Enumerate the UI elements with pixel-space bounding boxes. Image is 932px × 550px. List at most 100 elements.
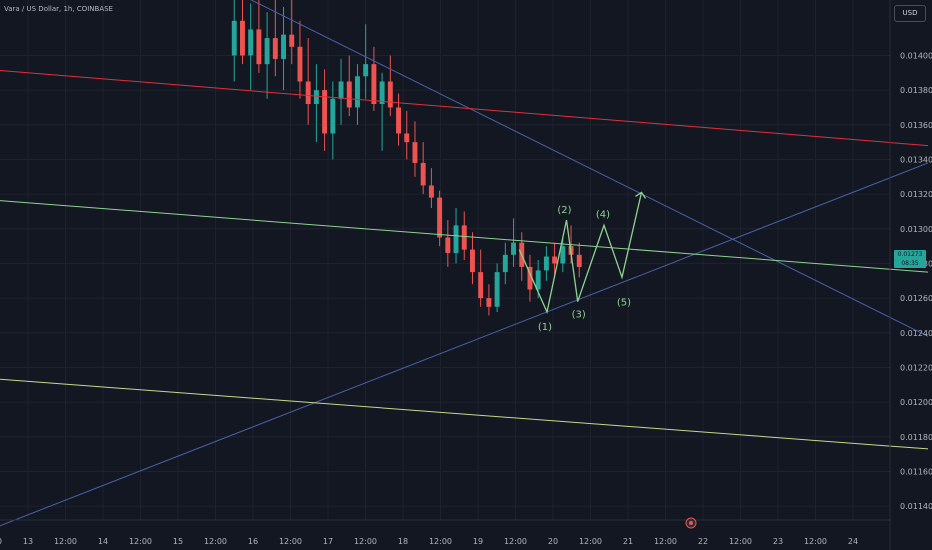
candle xyxy=(297,20,303,99)
currency-button[interactable]: USD xyxy=(894,5,926,22)
upper-blue-downtrend[interactable] xyxy=(0,0,929,337)
candle xyxy=(552,242,558,278)
price-tick-label: 0.01180 xyxy=(900,433,932,442)
candle xyxy=(428,168,434,208)
price-tick-label: 0.01360 xyxy=(900,121,932,130)
time-axis[interactable]: 12:00 13 12:00 14 12:00 15 12:00 16 12:00 17 12:00… xyxy=(0,519,890,546)
wave-label: (1) xyxy=(538,322,552,333)
candle xyxy=(387,55,393,117)
candles xyxy=(231,0,582,316)
candle xyxy=(494,263,500,312)
time-tick-label: 12:00 xyxy=(354,537,377,546)
candle xyxy=(363,24,369,99)
candle xyxy=(560,237,566,273)
price-tick-label: 0.01400 xyxy=(900,51,932,60)
yellow-green-support[interactable] xyxy=(0,378,929,450)
wave-label: (2) xyxy=(557,205,571,216)
red-resistance[interactable] xyxy=(0,70,929,147)
time-tick-label: 12:00 xyxy=(279,537,302,546)
candle xyxy=(478,249,484,307)
last-price-value: 0.01273 xyxy=(897,251,923,258)
price-tick-label: 0.01260 xyxy=(900,294,932,303)
candle xyxy=(338,58,344,125)
candle xyxy=(470,232,475,285)
time-tick-label: 24 xyxy=(848,537,858,546)
event-icon[interactable] xyxy=(685,517,697,529)
candle xyxy=(412,121,418,177)
candle xyxy=(248,3,254,91)
time-tick-label: 20 xyxy=(548,537,558,546)
time-tick-label: 17 xyxy=(323,537,333,546)
time-tick-label: 12:00 xyxy=(579,537,602,546)
time-tick-label: 23 xyxy=(773,537,783,546)
price-tick-label: 0.01140 xyxy=(900,502,932,511)
time-tick-label: 21 xyxy=(623,537,633,546)
price-tick-label: 0.01380 xyxy=(900,86,932,95)
time-tick-label: 12:00 xyxy=(0,537,2,546)
green-line[interactable] xyxy=(0,200,929,273)
time-tick-label: 15 xyxy=(173,537,183,546)
time-tick-label: 12:00 xyxy=(129,537,152,546)
time-tick-label: 12:00 xyxy=(804,537,827,546)
candle xyxy=(420,142,426,195)
time-tick-label: 12:00 xyxy=(729,537,752,546)
time-tick-label: 19 xyxy=(473,537,483,546)
candle xyxy=(461,211,467,260)
candle xyxy=(379,72,385,151)
wave-label: (4) xyxy=(596,209,610,220)
candle xyxy=(330,81,336,160)
price-tick-label: 0.01300 xyxy=(900,225,932,234)
candle xyxy=(322,69,328,151)
time-tick-label: 12:00 xyxy=(54,537,77,546)
candle xyxy=(289,0,295,65)
candle xyxy=(576,242,582,278)
candle xyxy=(527,254,533,302)
candle xyxy=(404,110,410,160)
price-axis[interactable]: 0.01400 0.01380 0.01360 0.01340 0.01320 0.013… xyxy=(889,0,932,550)
time-tick-label: 22 xyxy=(698,537,708,546)
trend-lines xyxy=(0,0,929,527)
wave-path[interactable] xyxy=(518,192,643,315)
time-tick-label: 14 xyxy=(98,537,108,546)
candle xyxy=(346,55,352,117)
candle xyxy=(264,12,270,99)
candle xyxy=(231,0,237,82)
candle xyxy=(502,242,508,285)
time-tick-label: 12:00 xyxy=(429,537,452,546)
time-tick-label: 12:00 xyxy=(654,537,677,546)
time-tick-label: 18 xyxy=(398,537,408,546)
symbol-title: Vara / US Dollar, 1h, COINBASE xyxy=(4,5,113,13)
candle xyxy=(511,218,516,267)
candle xyxy=(445,220,451,267)
candle xyxy=(396,93,401,146)
time-tick-label: 12:00 xyxy=(204,537,227,546)
time-tick-label: 12:00 xyxy=(504,537,527,546)
price-tick-label: 0.01220 xyxy=(900,363,932,372)
time-tick-label: 13 xyxy=(23,537,33,546)
candle xyxy=(543,246,549,281)
price-tick-label: 0.01200 xyxy=(900,398,932,407)
candle xyxy=(305,38,311,125)
candle xyxy=(355,64,360,125)
candle xyxy=(281,6,286,91)
price-tick-label: 0.01240 xyxy=(900,329,932,338)
grid-lines xyxy=(0,0,890,520)
candle xyxy=(240,0,245,65)
candle xyxy=(437,190,443,247)
price-tick-label: 0.01320 xyxy=(900,190,932,199)
elliott-wave-drawing: (1) (2) (3) (4) (5) xyxy=(518,191,647,333)
price-tick-label: 0.01160 xyxy=(900,467,932,476)
wave-label: (5) xyxy=(617,297,631,308)
last-price-badge: 0.01273 08:35 xyxy=(894,250,926,268)
candle xyxy=(272,0,278,77)
candle xyxy=(371,46,377,111)
candle xyxy=(313,64,319,143)
price-tick-label: 0.01340 xyxy=(900,155,932,164)
time-tick-label: 16 xyxy=(248,537,258,546)
candle xyxy=(486,284,492,316)
countdown-value: 08:35 xyxy=(901,260,919,267)
lower-blue-uptrend[interactable] xyxy=(0,162,929,527)
wave-label: (3) xyxy=(572,310,586,321)
